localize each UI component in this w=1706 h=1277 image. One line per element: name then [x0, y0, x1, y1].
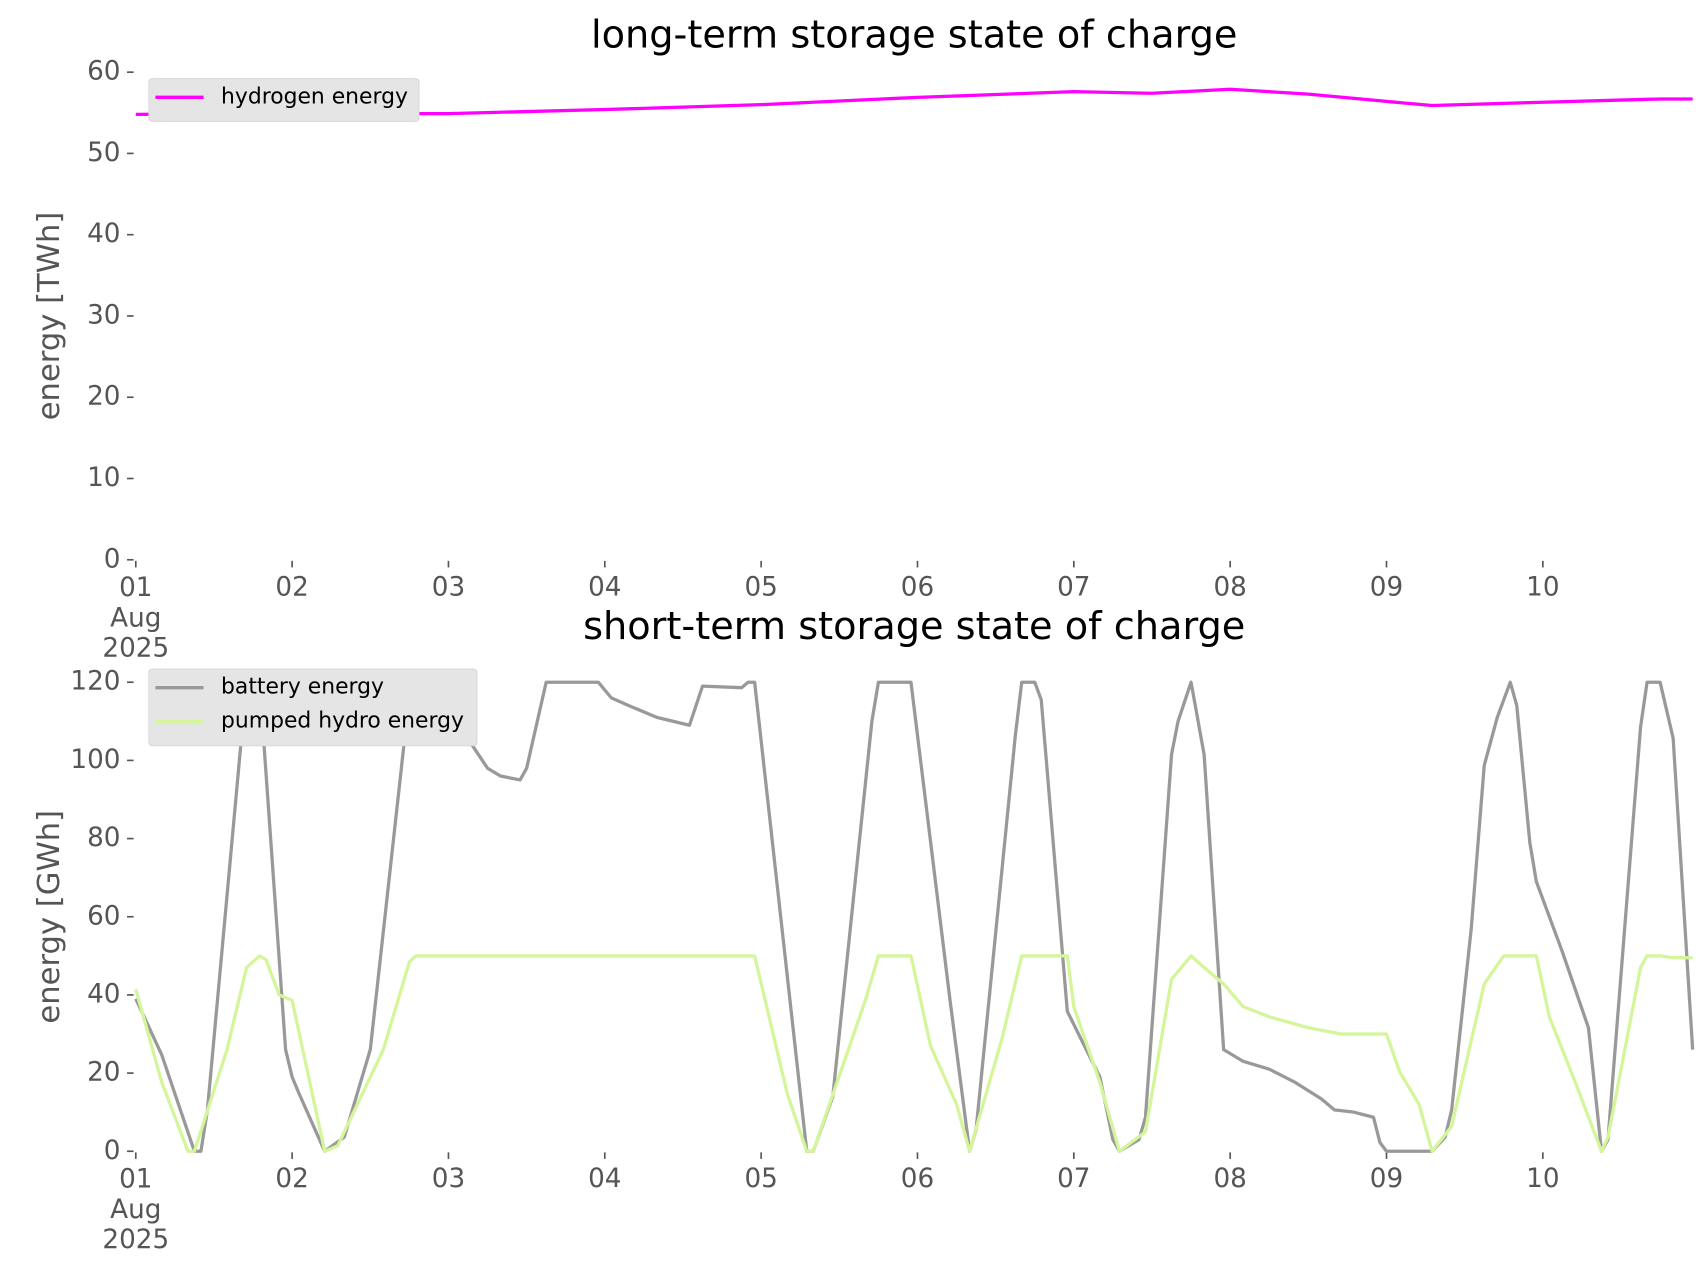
x-tick-label: 07: [1057, 1164, 1090, 1194]
legend-box: [148, 78, 420, 122]
x-tick-label: 09: [1370, 1164, 1403, 1194]
x-tick-label: 06: [901, 573, 934, 603]
y-tick-label: 30: [87, 300, 120, 330]
x-tick-label: 03: [432, 573, 465, 603]
x-tick-label: 01 Aug 2025: [102, 1164, 169, 1254]
x-tick-label: 10: [1526, 1164, 1559, 1194]
y-tick-label: 50: [87, 138, 120, 168]
y-tick-label: 0: [104, 544, 121, 574]
x-tick-label: 07: [1057, 573, 1090, 603]
x-tick-label: 01 Aug 2025: [102, 573, 169, 663]
chart-title: long-term storage state of charge: [591, 13, 1237, 58]
y-tick-label: 20: [87, 1058, 120, 1088]
y-tick-label: 60: [87, 901, 120, 931]
series-line: [134, 954, 1693, 1153]
legend-label: hydrogen energy: [221, 84, 408, 109]
x-tick-label: 03: [432, 1164, 465, 1194]
x-tick-label: 08: [1213, 1164, 1246, 1194]
x-tick-label: 05: [744, 1164, 777, 1194]
y-tick-label: 0: [104, 1136, 121, 1166]
x-tick-label: 05: [744, 573, 777, 603]
y-axis-label: energy [TWh]: [32, 212, 67, 421]
x-tick-label: 10: [1526, 573, 1559, 603]
x-tick-label: 04: [588, 1164, 621, 1194]
y-tick-label: 10: [87, 463, 120, 493]
y-tick-label: 100: [70, 745, 120, 775]
legend-label: pumped hydro energy: [221, 709, 464, 734]
y-tick-label: 40: [87, 219, 120, 249]
x-tick-label: 08: [1213, 573, 1246, 603]
series-line: [135, 87, 1693, 117]
x-tick-label: 02: [275, 573, 308, 603]
y-tick-label: 80: [87, 823, 120, 853]
x-tick-label: 04: [588, 573, 621, 603]
y-tick-label: 40: [87, 979, 120, 1009]
x-tick-label: 09: [1370, 573, 1403, 603]
y-tick-label: 120: [70, 667, 120, 697]
chart-title: short-term storage state of charge: [583, 604, 1245, 649]
x-tick-label: 02: [275, 1164, 308, 1194]
legend-box: [148, 668, 478, 747]
legend-label: battery energy: [221, 675, 384, 700]
y-axis-label: energy [GWh]: [32, 810, 67, 1024]
y-tick-label: 60: [87, 57, 120, 87]
x-tick-label: 06: [901, 1164, 934, 1194]
y-tick-label: 20: [87, 382, 120, 412]
